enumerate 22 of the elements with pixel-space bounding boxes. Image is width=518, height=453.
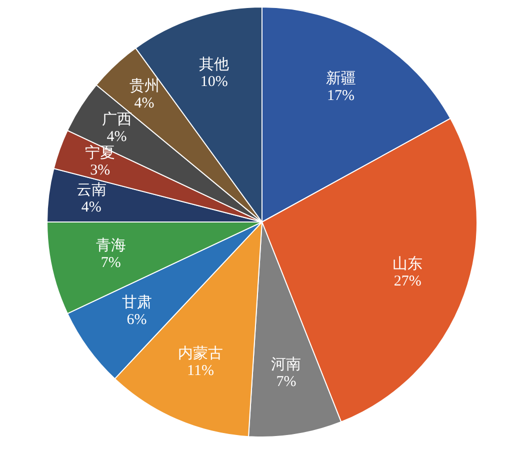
data-label: 11% (187, 363, 214, 380)
slice-label: 贵州 (129, 78, 160, 95)
slice-label: 新疆 (326, 70, 356, 87)
slice-label: 内蒙古 (178, 345, 224, 362)
data-label: 17% (327, 88, 355, 104)
slice-label: 宁夏 (85, 144, 116, 162)
data-label: 4% (81, 199, 102, 216)
slice-label: 河南 (271, 356, 302, 373)
slice-label: 云南 (76, 181, 106, 198)
data-label: 7% (100, 254, 121, 271)
data-label: 3% (90, 162, 110, 179)
data-label: 7% (276, 374, 296, 390)
slice-label: 甘肃 (122, 294, 152, 311)
slice-label: 山东 (392, 255, 423, 272)
data-label: 4% (106, 128, 127, 145)
data-label: 6% (126, 312, 147, 328)
slice-label: 青海 (96, 236, 126, 254)
slice-label: 其他 (199, 56, 230, 73)
data-label: 27% (394, 273, 422, 290)
data-label: 10% (200, 74, 228, 90)
data-label: 4% (134, 96, 154, 112)
slice-label: 广西 (102, 110, 132, 128)
